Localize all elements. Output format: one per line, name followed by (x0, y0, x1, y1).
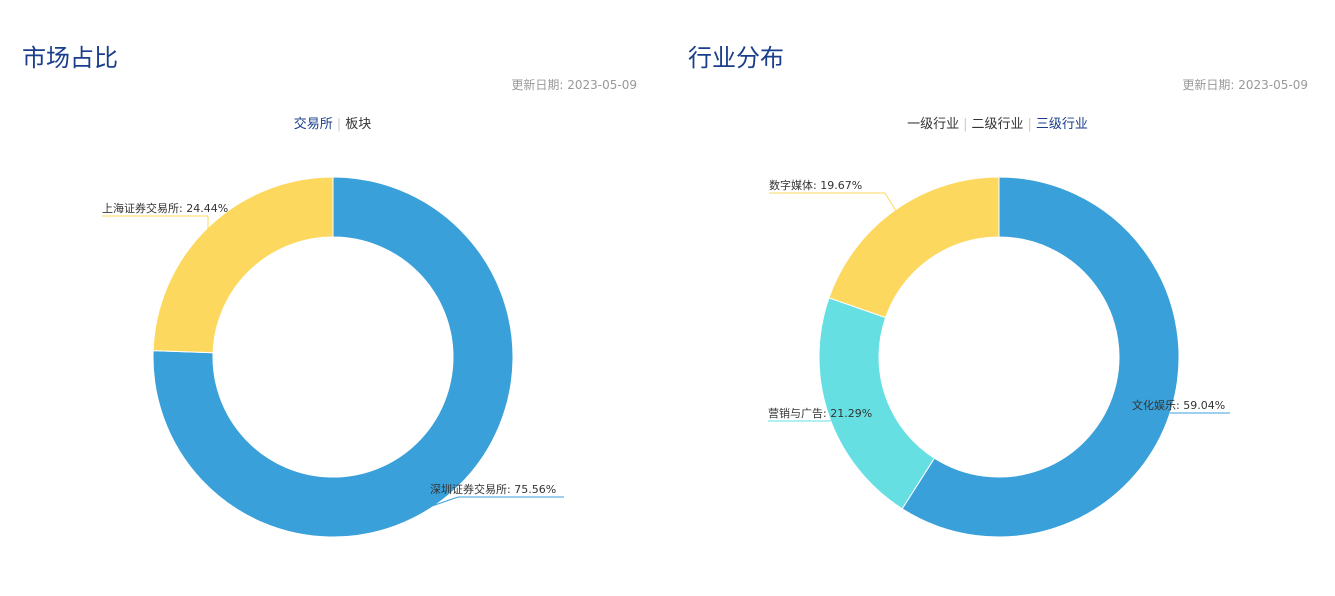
tab-level2-industry[interactable]: 二级行业 (971, 117, 1024, 132)
tab-separator: | (963, 117, 968, 132)
industry-donut-chart: 文化娱乐: 59.04% 营销与广告: 21.29% 数字媒体: 19.67% (768, 176, 1230, 538)
tab-bar: 交易所 | 板块 (0, 113, 665, 132)
panel-title: 行业分布 (688, 44, 784, 72)
label-leader-line (884, 192, 897, 212)
market-share-donut-chart: 深圳证券交易所: 75.56% 上海证券交易所: 24.44% (102, 176, 564, 538)
slice-label: 文化娱乐: 59.04% (1132, 398, 1225, 412)
donut-slice[interactable] (152, 176, 514, 538)
tab-bar: 一级行业 | 二级行业 | 三级行业 (665, 113, 1330, 132)
label-leader-line (829, 413, 842, 422)
tab-separator: | (336, 117, 342, 132)
donut-slice[interactable] (152, 176, 334, 354)
label-leader-line (431, 496, 459, 507)
donut-slice[interactable] (901, 176, 1180, 538)
industry-distribution-panel: 行业分布 更新日期: 2023-05-09 一级行业 | 二级行业 | 三级行业 文化娱… (665, 0, 1308, 596)
tab-level3-industry[interactable]: 三级行业 (1035, 117, 1088, 132)
update-date: 更新日期: 2023-05-09 (511, 78, 637, 92)
donut-slice[interactable] (828, 176, 1000, 319)
slice-label: 营销与广告: 21.29% (768, 406, 872, 420)
slice-label: 数字媒体: 19.67% (769, 178, 862, 192)
tab-separator: | (1027, 117, 1032, 132)
tab-sector[interactable]: 板块 (345, 117, 372, 132)
market-share-panel: 市场占比 更新日期: 2023-05-09 交易所 | 板块 深圳证券交易所: 75… (0, 0, 640, 596)
slice-label: 深圳证券交易所: 75.56% (430, 482, 556, 496)
update-date: 更新日期: 2023-05-09 (1182, 78, 1308, 92)
slice-label: 上海证券交易所: 24.44% (102, 201, 228, 215)
tab-exchange[interactable]: 交易所 (293, 117, 333, 132)
panel-title: 市场占比 (22, 44, 118, 72)
donut-slice[interactable] (818, 297, 936, 510)
tab-level1-industry[interactable]: 一级行业 (907, 117, 960, 132)
